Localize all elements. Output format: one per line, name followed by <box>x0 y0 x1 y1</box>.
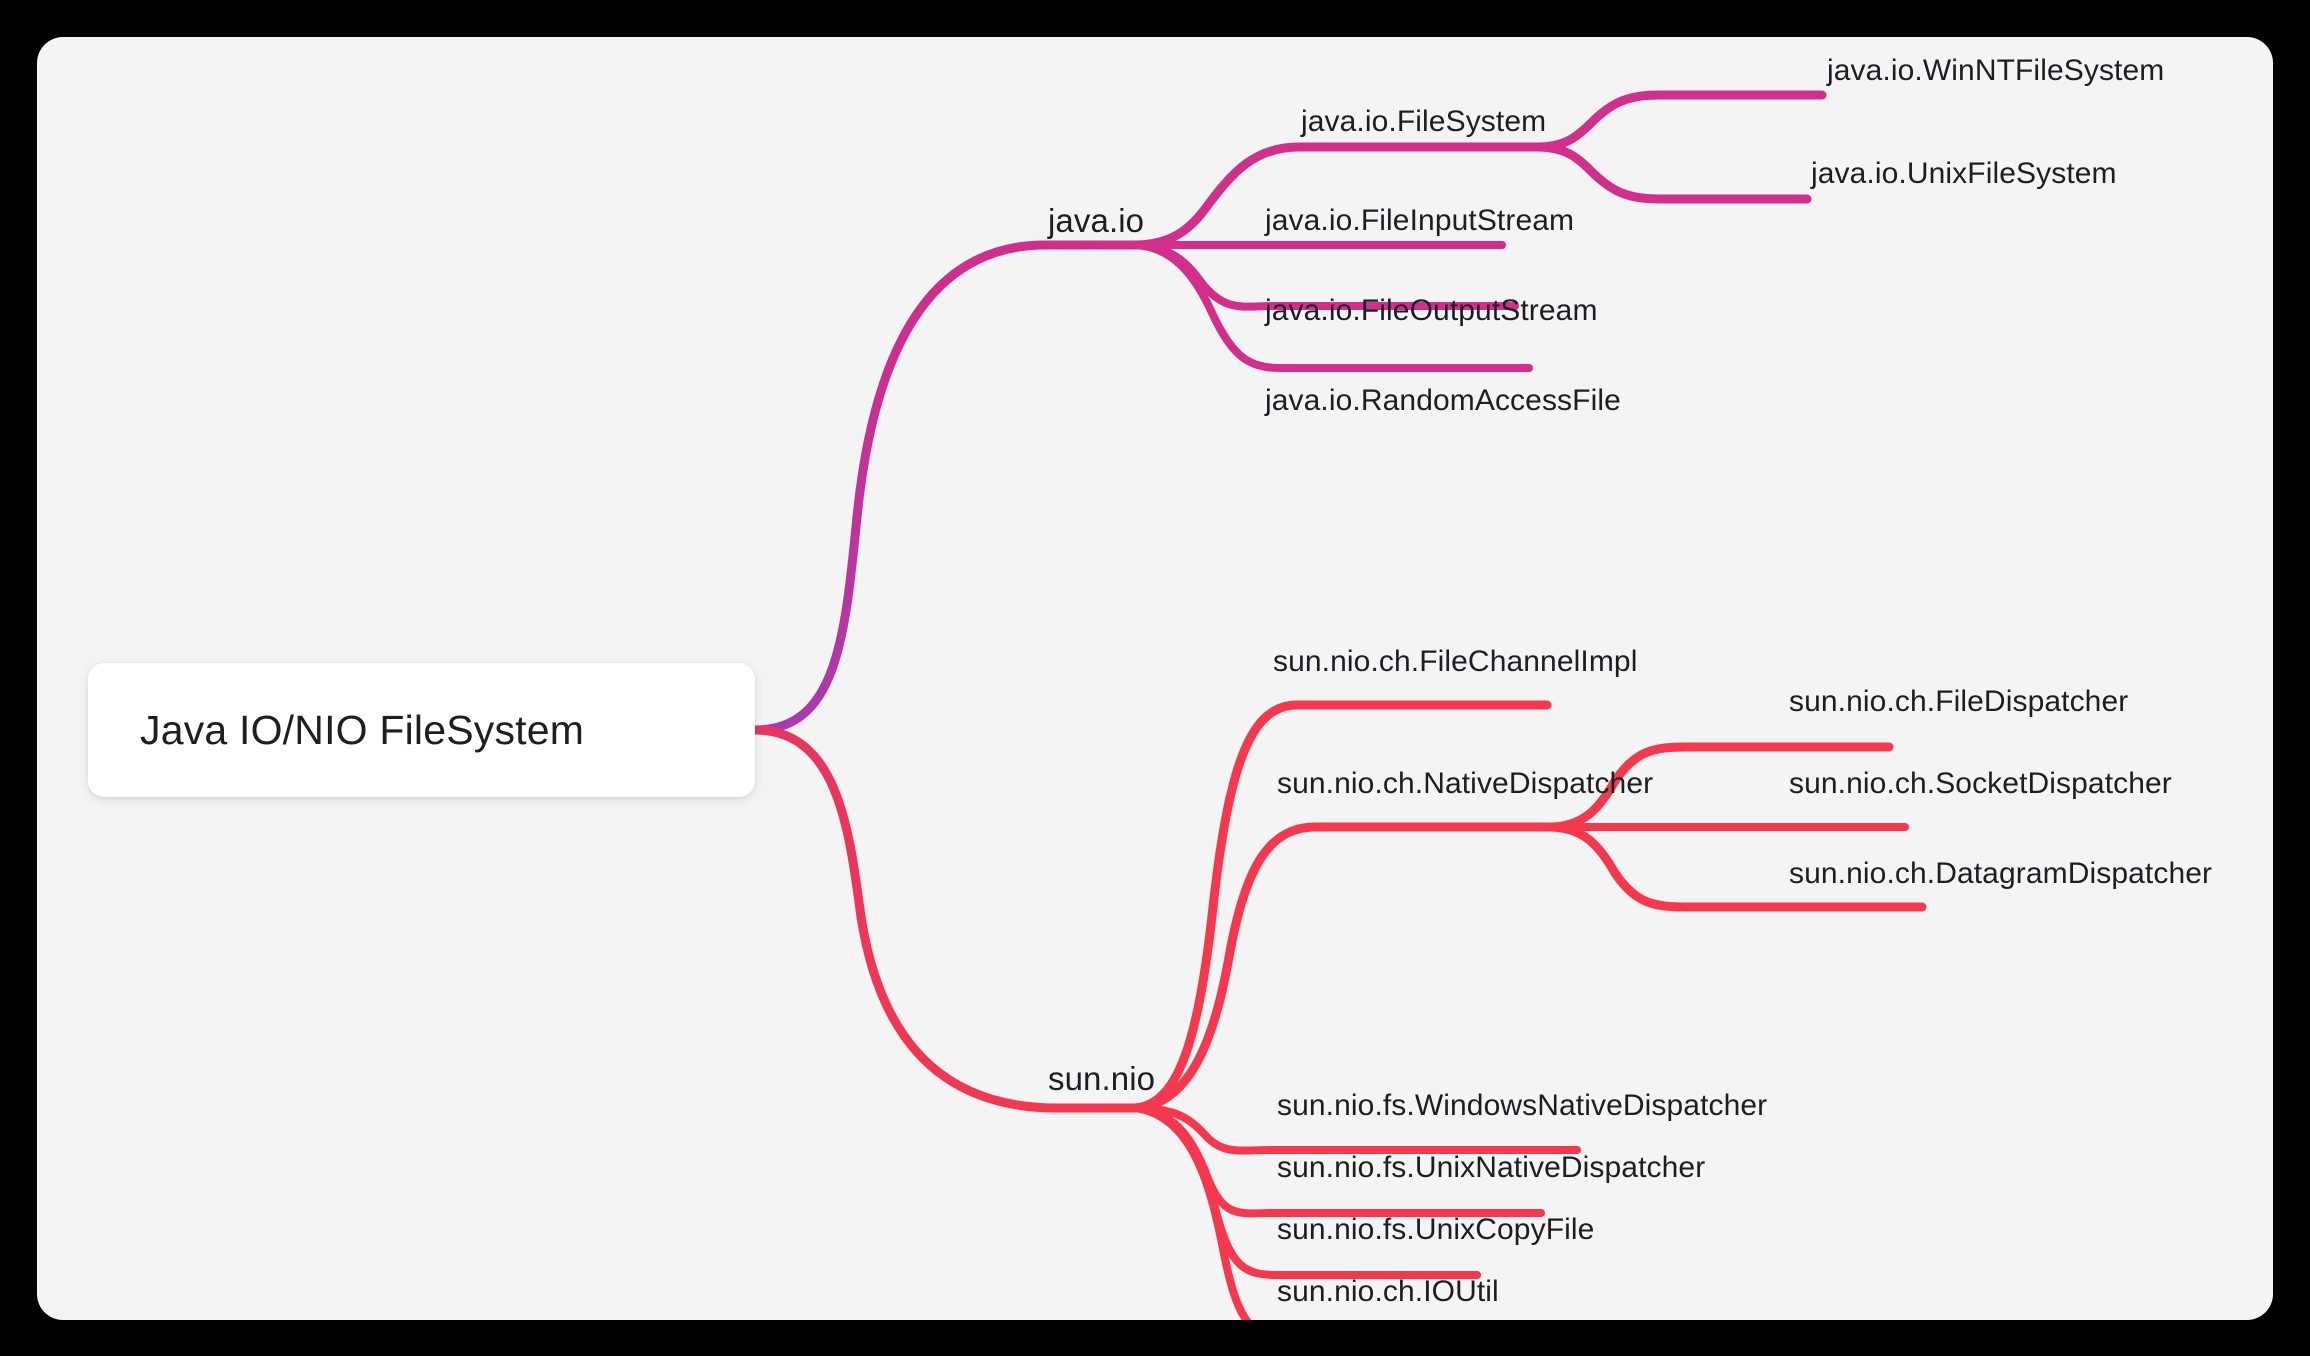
edge-root-to-java-io <box>750 240 1140 735</box>
node-java-io[interactable]: java.io <box>1048 202 1145 239</box>
edge-sun-nio-to-filechannelimpl <box>1130 700 1552 1113</box>
node-sun-nio-ch-ioutil[interactable]: sun.nio.ch.IOUtil <box>1277 1275 1499 1308</box>
node-java-io-unixfilesystem[interactable]: java.io.UnixFileSystem <box>1811 157 2117 190</box>
mindmap-canvas: Java IO/NIO FileSystem java.io java.io.F… <box>37 37 2273 1320</box>
edge-filesystem-to-winnt <box>1532 90 1827 152</box>
node-java-io-filesystem[interactable]: java.io.FileSystem <box>1301 105 1547 138</box>
node-java-io-fileinputstream[interactable]: java.io.FileInputStream <box>1265 204 1575 237</box>
edge-sun-nio-to-unixcopyfile <box>1131 1104 1481 1279</box>
root-node-label: Java IO/NIO FileSystem <box>140 706 585 753</box>
edge-sun-nio-to-nativedispatcher <box>1130 822 1554 1113</box>
node-sun-nio-ch-socketdispatcher[interactable]: sun.nio.ch.SocketDispatcher <box>1789 767 2172 800</box>
node-sun-nio[interactable]: sun.nio <box>1048 1060 1156 1097</box>
node-sun-nio-ch-datagramdispatcher[interactable]: sun.nio.ch.DatagramDispatcher <box>1789 857 2213 890</box>
edge-filesystem-to-unixfs <box>1532 142 1812 204</box>
root-node[interactable]: Java IO/NIO FileSystem <box>88 663 755 797</box>
node-java-io-fileoutputstream[interactable]: java.io.FileOutputStream <box>1265 294 1598 327</box>
node-sun-nio-ch-filedispatcher[interactable]: sun.nio.ch.FileDispatcher <box>1789 685 2129 718</box>
node-sun-nio-fs-unixcopyfile[interactable]: sun.nio.fs.UnixCopyFile <box>1277 1213 1595 1246</box>
node-java-io-winntfilesystem[interactable]: java.io.WinNTFileSystem <box>1827 54 2165 87</box>
node-sun-nio-ch-nativedispatcher[interactable]: sun.nio.ch.NativeDispatcher <box>1277 767 1654 800</box>
edge-root-to-sun-nio <box>750 725 1140 1113</box>
node-sun-nio-fs-windowsnativedispatcher[interactable]: sun.nio.fs.WindowsNativeDispatcher <box>1277 1089 1768 1122</box>
node-sun-nio-fs-unixnativedispatcher[interactable]: sun.nio.fs.UnixNativeDispatcher <box>1277 1151 1706 1184</box>
node-sun-nio-ch-filechannelimpl[interactable]: sun.nio.ch.FileChannelImpl <box>1273 645 1638 678</box>
node-java-io-randomaccessfile[interactable]: java.io.RandomAccessFile <box>1265 384 1621 417</box>
